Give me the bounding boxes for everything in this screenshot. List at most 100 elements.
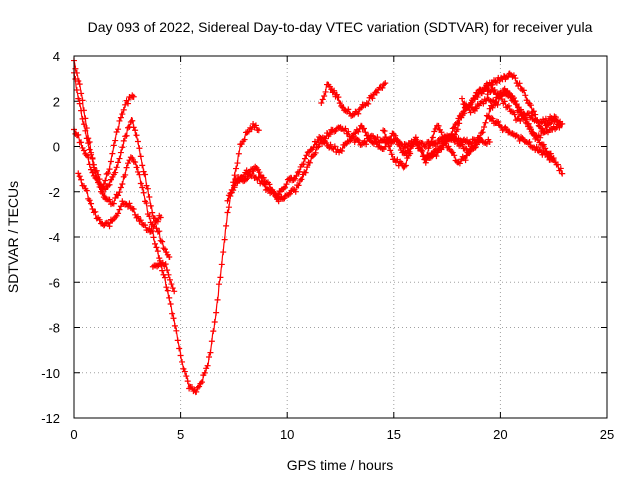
data-point	[473, 141, 480, 148]
data-point	[380, 81, 387, 88]
data-point	[169, 285, 176, 292]
data-point	[115, 210, 122, 217]
data-point	[157, 214, 164, 221]
data-point	[540, 116, 547, 123]
data-point	[516, 80, 523, 87]
data-point	[331, 143, 338, 150]
data-point	[318, 100, 325, 107]
data-point	[522, 92, 529, 99]
data-point	[255, 174, 262, 181]
data-point	[358, 104, 365, 111]
data-point	[322, 135, 329, 142]
data-point	[293, 173, 300, 180]
data-point	[481, 124, 488, 131]
data-point	[457, 113, 464, 120]
y-tick-label: -8	[48, 321, 60, 336]
data-point	[417, 145, 424, 152]
data-point	[139, 184, 146, 191]
data-point	[537, 146, 544, 153]
series-sat-g	[224, 129, 333, 205]
data-point	[122, 101, 129, 108]
data-point	[188, 384, 195, 391]
data-point	[501, 98, 508, 105]
data-point	[300, 161, 307, 168]
data-point	[374, 134, 381, 141]
data-point	[177, 352, 184, 359]
data-point	[105, 220, 112, 227]
data-point	[557, 165, 564, 172]
data-point	[540, 141, 547, 148]
data-point	[116, 155, 123, 162]
data-point	[125, 100, 132, 107]
data-point	[115, 192, 122, 199]
data-point	[79, 97, 86, 104]
data-point	[460, 108, 467, 115]
series-line	[73, 60, 261, 396]
data-point	[129, 155, 136, 162]
data-point	[165, 271, 172, 278]
data-point	[473, 105, 480, 112]
data-point	[520, 111, 527, 118]
data-point	[166, 276, 173, 283]
data-point	[494, 101, 501, 108]
data-point	[164, 287, 171, 294]
data-point	[321, 93, 328, 100]
data-point	[76, 173, 83, 180]
y-tick-labels: -12 -10 -8 -6 -4 -2 0 2 4	[41, 49, 60, 426]
data-point	[92, 208, 99, 215]
data-point	[316, 139, 323, 146]
data-point	[382, 80, 389, 87]
data-point	[136, 171, 143, 178]
data-point	[215, 281, 222, 288]
data-point	[93, 167, 100, 174]
data-point	[550, 157, 557, 164]
series-sat-b	[71, 69, 137, 191]
data-point	[220, 249, 227, 256]
data-point	[133, 132, 140, 139]
data-point	[154, 248, 161, 255]
x-tick-label: 20	[493, 427, 507, 442]
data-point	[117, 149, 124, 156]
data-point	[552, 114, 559, 121]
data-point	[112, 195, 119, 202]
data-point	[88, 200, 95, 207]
data-point	[528, 112, 535, 119]
data-point	[385, 143, 392, 150]
data-point	[116, 206, 123, 213]
data-point	[120, 106, 127, 113]
data-point	[134, 213, 141, 220]
data-point	[88, 149, 95, 156]
data-point	[78, 107, 85, 114]
data-point	[116, 117, 123, 124]
data-point	[535, 122, 542, 129]
data-point	[513, 101, 520, 108]
data-point	[130, 206, 137, 213]
data-point	[272, 192, 279, 199]
data-point	[85, 140, 92, 147]
data-point	[336, 100, 343, 107]
data-point	[150, 223, 157, 230]
y-axis-label: SDTVAR / TECUs	[5, 181, 21, 293]
data-point	[83, 187, 90, 194]
data-series	[71, 57, 566, 396]
data-point	[306, 159, 313, 166]
data-point	[422, 155, 429, 162]
data-point	[180, 365, 187, 372]
data-point	[156, 255, 163, 262]
data-point	[210, 328, 217, 335]
data-point	[106, 166, 113, 173]
data-point	[345, 128, 352, 135]
data-point	[491, 86, 498, 93]
y-tick-label: -10	[41, 366, 60, 381]
data-point	[171, 322, 178, 329]
data-point	[72, 65, 79, 72]
data-point	[425, 145, 432, 152]
data-point	[113, 129, 120, 136]
data-point	[96, 216, 103, 223]
data-point	[132, 127, 139, 134]
data-point	[432, 125, 439, 132]
data-point	[319, 96, 326, 103]
data-point	[402, 162, 409, 169]
y-tick-label: 4	[53, 49, 60, 64]
data-point	[213, 309, 220, 316]
